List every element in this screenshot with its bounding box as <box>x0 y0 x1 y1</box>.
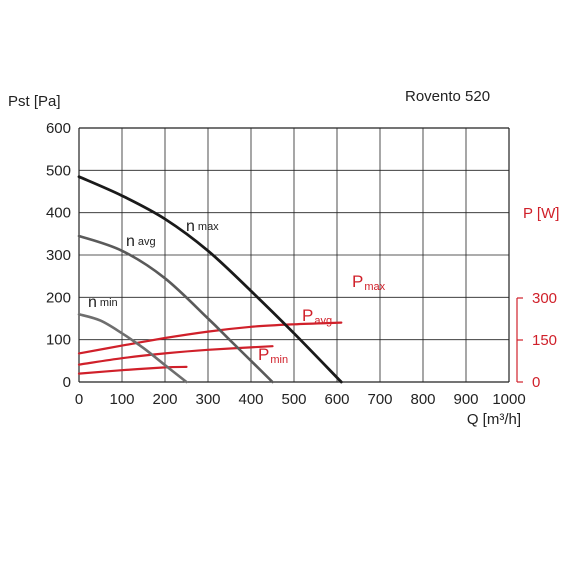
x-tick-label: 700 <box>367 391 392 408</box>
power-curve-avg <box>77 345 274 366</box>
y-tick-label: 0 <box>63 374 71 391</box>
curve-label-n-max: n max <box>186 218 219 235</box>
grid <box>78 127 510 383</box>
y-tick-labels: 0 100 200 300 400 500 600 <box>46 120 71 391</box>
curve-label-p-avg: Pavg <box>302 306 332 327</box>
curve-label-sub: min <box>270 354 288 366</box>
x-tick-label: 1000 <box>492 391 525 408</box>
curve-label-main: P <box>302 306 313 325</box>
y-axis-label: Pst [Pa] <box>8 93 61 110</box>
y-tick-label: 100 <box>46 332 71 349</box>
power-tick-label: 150 <box>532 332 557 349</box>
x-tick-labels: 0 100 200 300 400 500 600 700 800 900 1000 <box>75 391 526 408</box>
curve-label-sub: max <box>198 221 219 233</box>
power-curve-min <box>77 365 188 375</box>
power-axis: 0 150 300 <box>516 290 557 391</box>
curve-label-main: n <box>88 294 97 311</box>
curve-label-p-min: Pmin <box>258 345 288 366</box>
x-tick-label: 300 <box>195 391 220 408</box>
y-tick-label: 300 <box>46 247 71 264</box>
curve-label-main: n <box>126 233 135 250</box>
x-tick-label: 500 <box>281 391 306 408</box>
x-tick-label: 900 <box>453 391 478 408</box>
curve-label-sub: avg <box>138 236 156 248</box>
y2-axis-label: P [W] <box>523 205 559 222</box>
pressure-curve-max <box>77 175 343 384</box>
curve-label-main: n <box>186 218 195 235</box>
curves <box>77 175 343 384</box>
curve-label-sub: avg <box>314 315 332 327</box>
x-tick-label: 600 <box>324 391 349 408</box>
curve-label-n-min: n min <box>88 294 118 311</box>
x-tick-label: 100 <box>109 391 134 408</box>
curve-label-sub: max <box>364 281 385 293</box>
power-tick-label: 300 <box>532 290 557 307</box>
curve-label-p-max: Pmax <box>352 272 386 293</box>
chart-title: Rovento 520 <box>405 88 490 105</box>
y-tick-label: 400 <box>46 205 71 222</box>
pressure-curve-avg <box>77 234 274 384</box>
curve-label-main: P <box>258 345 269 364</box>
x-tick-label: 200 <box>152 391 177 408</box>
y-tick-label: 200 <box>46 289 71 306</box>
pressure-curve-min <box>77 313 188 384</box>
power-tick-label: 0 <box>532 374 540 391</box>
y-tick-label: 600 <box>46 120 71 137</box>
power-curve-max <box>77 321 343 355</box>
y-tick-label: 500 <box>46 162 71 179</box>
x-tick-label: 0 <box>75 391 83 408</box>
x-tick-label: 800 <box>410 391 435 408</box>
curve-label-n-avg: n avg <box>126 233 156 250</box>
x-axis-label: Q [m³/h] <box>467 411 521 428</box>
curve-label-main: P <box>352 272 363 291</box>
curve-label-sub: min <box>100 297 118 309</box>
x-tick-label: 400 <box>238 391 263 408</box>
